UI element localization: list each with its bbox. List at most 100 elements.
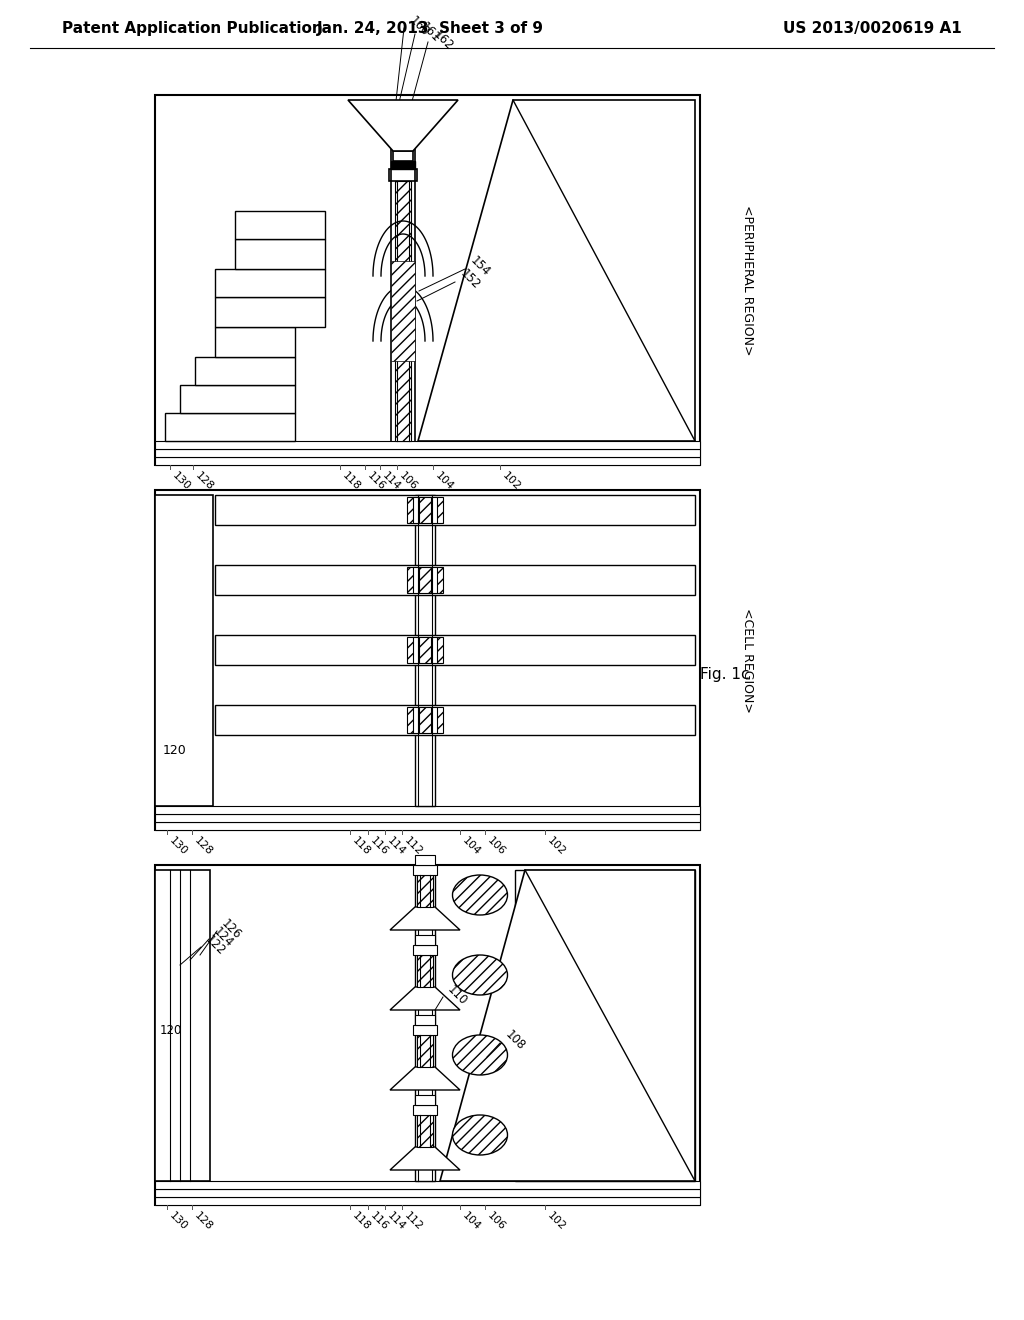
- Bar: [155, 449, 700, 457]
- Text: 102: 102: [500, 470, 522, 492]
- Bar: [413, 708, 419, 733]
- Text: 120: 120: [160, 1023, 182, 1036]
- Bar: [155, 1189, 700, 1197]
- Text: 118: 118: [340, 470, 362, 492]
- Bar: [391, 261, 415, 360]
- Text: 126: 126: [219, 916, 244, 941]
- Text: 112: 112: [402, 1210, 424, 1232]
- Text: 106: 106: [397, 470, 419, 492]
- Polygon shape: [418, 100, 695, 441]
- Text: 102: 102: [545, 836, 567, 857]
- Bar: [215, 297, 325, 327]
- Bar: [431, 568, 437, 593]
- Polygon shape: [390, 987, 460, 1010]
- Text: 116: 116: [365, 470, 387, 492]
- Bar: [413, 568, 419, 593]
- Bar: [417, 875, 433, 907]
- Bar: [215, 565, 695, 595]
- Text: Fig. 1c: Fig. 1c: [700, 668, 750, 682]
- Text: 116: 116: [368, 1210, 390, 1232]
- Bar: [407, 498, 443, 523]
- Bar: [155, 457, 700, 465]
- Bar: [155, 1181, 700, 1189]
- Bar: [155, 1197, 700, 1205]
- Text: 120: 120: [163, 743, 186, 756]
- Text: Jan. 24, 2013  Sheet 3 of 9: Jan. 24, 2013 Sheet 3 of 9: [316, 21, 544, 36]
- Text: 128: 128: [193, 470, 215, 492]
- Polygon shape: [390, 1067, 460, 1090]
- Text: 130: 130: [167, 1210, 188, 1232]
- Text: 130: 130: [167, 836, 188, 857]
- Bar: [389, 169, 417, 181]
- Bar: [431, 708, 437, 733]
- Bar: [417, 1115, 433, 1147]
- Text: 114: 114: [385, 1210, 407, 1232]
- Text: 122: 122: [203, 932, 228, 957]
- Text: 116: 116: [368, 836, 390, 857]
- Bar: [415, 870, 435, 1181]
- Bar: [155, 870, 210, 1181]
- Bar: [413, 498, 419, 523]
- Bar: [415, 1096, 435, 1105]
- Bar: [431, 638, 437, 663]
- Bar: [417, 1035, 433, 1067]
- Text: 161: 161: [418, 20, 443, 45]
- Bar: [165, 413, 295, 441]
- Bar: [407, 708, 443, 733]
- Bar: [215, 705, 695, 735]
- Bar: [391, 161, 415, 169]
- Bar: [155, 490, 700, 830]
- Text: 128: 128: [193, 1210, 214, 1232]
- Text: US 2013/0020619 A1: US 2013/0020619 A1: [783, 21, 962, 36]
- Bar: [393, 150, 413, 161]
- Text: 102: 102: [545, 1210, 567, 1232]
- Text: <CELL REGION>: <CELL REGION>: [741, 607, 755, 713]
- Bar: [407, 568, 443, 593]
- Text: 112: 112: [402, 836, 424, 857]
- Polygon shape: [390, 1147, 460, 1170]
- Bar: [415, 935, 435, 945]
- Bar: [413, 638, 419, 663]
- Text: 104: 104: [460, 1210, 482, 1232]
- Bar: [215, 327, 295, 356]
- Polygon shape: [390, 907, 460, 931]
- Text: 114: 114: [380, 470, 402, 492]
- Text: 108: 108: [503, 1027, 528, 1052]
- Text: 154: 154: [468, 253, 493, 279]
- Text: 128: 128: [193, 836, 214, 857]
- Bar: [155, 495, 213, 807]
- Text: 104: 104: [460, 836, 482, 857]
- Text: 130: 130: [170, 470, 191, 492]
- Text: <PERIPHERAL REGION>: <PERIPHERAL REGION>: [741, 205, 755, 355]
- Text: 104: 104: [433, 470, 455, 492]
- Bar: [215, 635, 695, 665]
- Bar: [415, 855, 435, 865]
- Text: 106: 106: [485, 1210, 507, 1232]
- Bar: [155, 807, 700, 814]
- Ellipse shape: [453, 1035, 508, 1074]
- Bar: [515, 870, 695, 1181]
- Text: 124: 124: [211, 924, 237, 949]
- Ellipse shape: [453, 1115, 508, 1155]
- Text: 152: 152: [458, 267, 483, 292]
- Polygon shape: [440, 870, 695, 1181]
- Text: 162: 162: [431, 28, 456, 53]
- Text: Patent Application Publication: Patent Application Publication: [62, 21, 323, 36]
- Bar: [155, 95, 700, 465]
- Ellipse shape: [453, 875, 508, 915]
- Bar: [407, 638, 443, 663]
- Bar: [417, 954, 433, 987]
- Bar: [415, 495, 435, 807]
- Bar: [431, 498, 437, 523]
- Bar: [155, 865, 700, 1205]
- Bar: [234, 239, 325, 269]
- Bar: [155, 441, 700, 449]
- Bar: [413, 865, 437, 875]
- Polygon shape: [348, 100, 458, 150]
- Bar: [215, 269, 325, 297]
- Bar: [234, 211, 325, 239]
- Text: 118: 118: [350, 1210, 372, 1232]
- Ellipse shape: [453, 954, 508, 995]
- Bar: [180, 385, 295, 413]
- Bar: [413, 945, 437, 954]
